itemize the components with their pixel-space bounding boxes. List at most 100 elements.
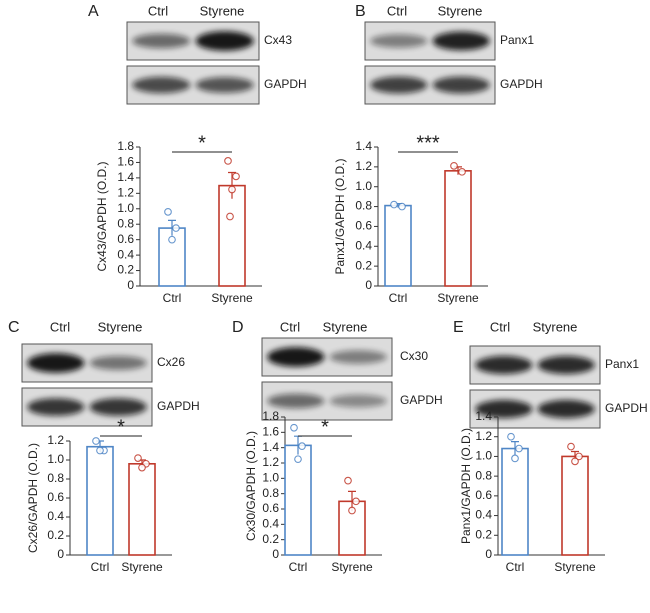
y-tick-label: 1.8 [262,409,279,423]
blot-signal [329,350,387,364]
y-axis-label: Cx26/GAPDH (O.D.) [26,443,40,553]
y-axis-label: Cx43/GAPDH (O.D.) [95,161,109,271]
data-point [571,457,579,466]
x-tick-label: Ctrl [289,560,308,574]
x-tick-label: Ctrl [91,560,110,574]
y-tick-label: 1.2 [117,186,134,200]
y-tick-label: 0.4 [355,238,372,252]
blot-signal [89,356,147,370]
lane-label: Ctrl [50,319,70,334]
error-bar [168,219,176,236]
data-point [567,442,575,451]
y-tick-label: 0.8 [47,471,64,485]
y-tick-label: 1.0 [355,179,372,193]
band-label: GAPDH [264,77,307,91]
data-point [294,455,302,464]
y-tick-label: 1.0 [117,201,134,215]
lane-label: Styrene [323,319,368,334]
y-tick-label: 0.4 [117,247,134,261]
blot-signal [432,31,490,51]
lane-label: Ctrl [148,3,168,18]
bar [86,445,114,556]
blot-signal [475,355,533,375]
x-tick-label: Ctrl [163,291,182,305]
y-tick-label: 1.8 [117,139,134,153]
data-point [450,162,458,170]
y-axis-label: Cx30/GAPDH (O.D.) [244,431,258,541]
y-tick-label: 1.0 [47,452,64,466]
lane-label: Ctrl [280,319,300,334]
lane-label: Styrene [533,319,578,334]
blot-signal [370,34,428,48]
y-tick-label: 1.2 [47,433,64,447]
bar [384,204,412,287]
bar [218,184,246,287]
x-tick-label: Ctrl [389,291,408,305]
band-label: Cx43 [264,33,292,47]
y-tick-label: 0 [127,278,134,292]
significance: * [321,416,329,438]
blot-signal [27,398,85,416]
significance: *** [416,132,440,154]
data-point [96,446,104,455]
band-label: GAPDH [400,393,443,407]
band-label: Panx1 [605,357,639,371]
x-tick-label: Styrene [121,560,163,574]
band-label: GAPDH [605,401,648,415]
significance: * [117,416,125,438]
band-label: GAPDH [157,399,200,413]
panel-letter: A [88,3,99,20]
x-tick-label: Styrene [554,560,596,574]
y-tick-label: 1.4 [355,139,372,153]
y-tick-label: 1.0 [475,449,492,463]
band-label: GAPDH [500,77,543,91]
data-point [290,423,298,432]
data-point [515,444,523,453]
blot-signal [370,76,428,94]
data-point [172,224,180,232]
blot-signal [89,398,147,416]
band-label: Cx30 [400,349,428,363]
y-tick-label: 1.2 [262,455,279,469]
blot-signal [132,33,191,49]
x-tick-label: Styrene [437,291,479,305]
blot-signal [475,399,533,419]
panel-letter: C [8,319,20,336]
y-tick-label: 0 [272,547,279,561]
data-point [226,212,234,221]
error-bar [511,441,519,456]
data-point [575,452,583,461]
data-point [224,157,232,165]
blot-signal [432,76,490,94]
data-point [168,235,176,244]
y-tick-label: 1.2 [355,159,372,173]
blot-signal [267,347,325,367]
data-point [138,463,146,472]
band-label: Panx1 [500,33,534,47]
data-point [164,208,172,216]
data-point [352,497,360,506]
lane-label: Ctrl [490,319,510,334]
y-tick-label: 0.8 [355,199,372,213]
y-tick-label: 1.6 [117,155,134,169]
y-tick-label: 0.8 [117,216,134,230]
y-tick-label: 0.6 [47,490,64,504]
y-tick-label: 1.2 [475,429,492,443]
data-point [344,476,352,485]
y-tick-label: 1.4 [262,440,279,454]
y-tick-label: 0.6 [355,219,372,233]
y-tick-label: 0.2 [47,528,64,542]
bar [128,462,156,556]
bar [561,455,589,556]
blot-signal [537,355,595,375]
data-point [134,454,142,462]
blot-signal [195,77,254,93]
y-tick-label: 0.2 [262,532,279,546]
data-point [390,200,398,209]
blot-signal [267,393,325,409]
x-tick-label: Styrene [331,560,373,574]
lane-label: Styrene [200,3,245,18]
y-tick-label: 0.2 [475,527,492,541]
